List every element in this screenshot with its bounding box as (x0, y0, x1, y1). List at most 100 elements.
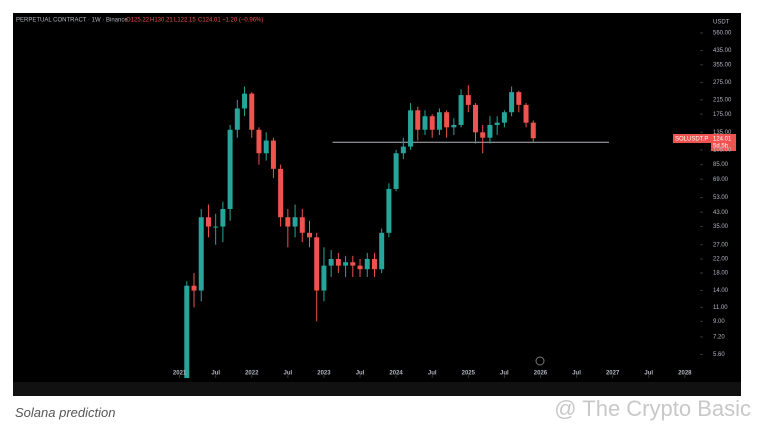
header-close: C124.01 (198, 18, 221, 24)
candle-body (205, 217, 211, 227)
y-tick-label: 35.00 (713, 224, 729, 230)
x-tick-label: 2028 (678, 371, 692, 377)
candle-body (465, 95, 471, 105)
brand-bar (13, 382, 741, 396)
event-icon (535, 356, 545, 366)
candle-body (249, 93, 255, 130)
candle-body (227, 129, 233, 210)
candle-body (343, 262, 349, 266)
y-tick-label: 9.00 (713, 319, 725, 325)
candle-body (487, 124, 493, 138)
candle-body (473, 104, 479, 133)
candle-body (523, 104, 529, 123)
watermark: @ The Crypto Basic (554, 396, 751, 421)
candle-body (371, 258, 377, 270)
y-tick-label: 175.00 (713, 112, 732, 118)
candle-body (198, 217, 204, 291)
price-tag-price: 124.01 (713, 137, 732, 143)
candle-body (270, 140, 276, 169)
price-tag-countdown: 5d 5h (713, 144, 728, 150)
candle-body (415, 110, 421, 130)
y-tick-label: 275.00 (713, 80, 732, 86)
candle-body (278, 168, 284, 218)
candle-body (292, 217, 298, 227)
candle-body (501, 112, 507, 123)
y-tick-label: 27.00 (713, 242, 729, 248)
candle-body (328, 258, 334, 266)
candle-body (436, 112, 442, 130)
x-tick-label: Jul (572, 371, 581, 377)
candle-body (386, 188, 392, 233)
candle-body (256, 129, 262, 154)
candle-body (213, 226, 219, 228)
candle-body (422, 116, 428, 130)
y-tick-label: 69.00 (713, 177, 729, 183)
x-tick-label: Jul (284, 371, 293, 377)
x-tick-label: 2021 (173, 371, 187, 377)
candle-body (357, 265, 363, 270)
x-tick-label: 2022 (245, 371, 259, 377)
candle-body (509, 92, 515, 113)
y-tick-label: 355.00 (713, 62, 732, 68)
price-tag-name: SOLUSDT.P (675, 137, 708, 143)
y-tick-label: 560.00 (713, 31, 732, 37)
header-high: H130.21 (150, 18, 173, 24)
y-tick-label: 53.00 (713, 195, 729, 201)
y-tick-label: 7.20 (713, 335, 725, 341)
price-box-bg (711, 134, 736, 151)
candle-body (429, 116, 435, 130)
y-tick-label: 43.00 (713, 210, 729, 216)
candle-body (263, 140, 269, 154)
candle-body (364, 258, 370, 270)
y-tick-label: 135.00 (713, 130, 732, 136)
y-tick-label: 105.00 (713, 147, 732, 153)
candle-body (242, 93, 248, 109)
chart: PERPETUAL CONTRACT · 1W · Binance O125.2… (13, 13, 741, 396)
currency: USDT (713, 20, 730, 26)
candle-body (400, 146, 406, 154)
candle-body (314, 237, 320, 291)
y-tick-label: 435.00 (713, 48, 732, 54)
candle-body (220, 209, 226, 227)
y-tick-label: 85.00 (713, 162, 729, 168)
candle-body (306, 232, 312, 238)
candle-body (335, 258, 341, 266)
x-tick-label: Jul (500, 371, 509, 377)
candle-body (184, 285, 190, 378)
header-open: O125.22 (126, 18, 150, 24)
candle-body (191, 285, 197, 291)
chart-bg (13, 13, 741, 396)
plot (184, 85, 610, 378)
header-low: L122.15 (174, 18, 196, 24)
y-tick-label: 5.60 (713, 352, 725, 358)
x-tick-label: 2027 (606, 371, 620, 377)
price-tag-bg (673, 134, 711, 143)
x-tick-label: Jul (211, 371, 220, 377)
y-tick-label: 22.00 (713, 257, 729, 263)
candle-body (321, 265, 327, 291)
candle-body (285, 217, 291, 227)
caption: Solana prediction (15, 405, 116, 420)
candle-body (480, 132, 486, 138)
candle-body (234, 108, 240, 130)
x-tick-label: 2025 (462, 371, 476, 377)
y-tick-label: 18.00 (713, 271, 729, 277)
y-tick-label: 11.00 (713, 305, 728, 311)
y-tick-label: 14.00 (713, 288, 729, 294)
candle-body (379, 232, 385, 270)
candle-body (530, 122, 536, 139)
candle-body (408, 110, 414, 147)
candle-body (350, 262, 356, 266)
candle-body (299, 217, 305, 233)
candle-body (451, 124, 457, 128)
header-change: −1.20 (−0.96%) (222, 18, 263, 24)
candle-body (458, 95, 464, 125)
x-tick-label: 2024 (389, 371, 403, 377)
candle-body (444, 112, 450, 128)
candle-body (494, 122, 500, 125)
header-symbol: PERPETUAL CONTRACT · 1W · Binance (16, 18, 128, 24)
candle-body (516, 92, 522, 105)
x-tick-label: Jul (644, 371, 653, 377)
x-tick-label: Jul (356, 371, 365, 377)
